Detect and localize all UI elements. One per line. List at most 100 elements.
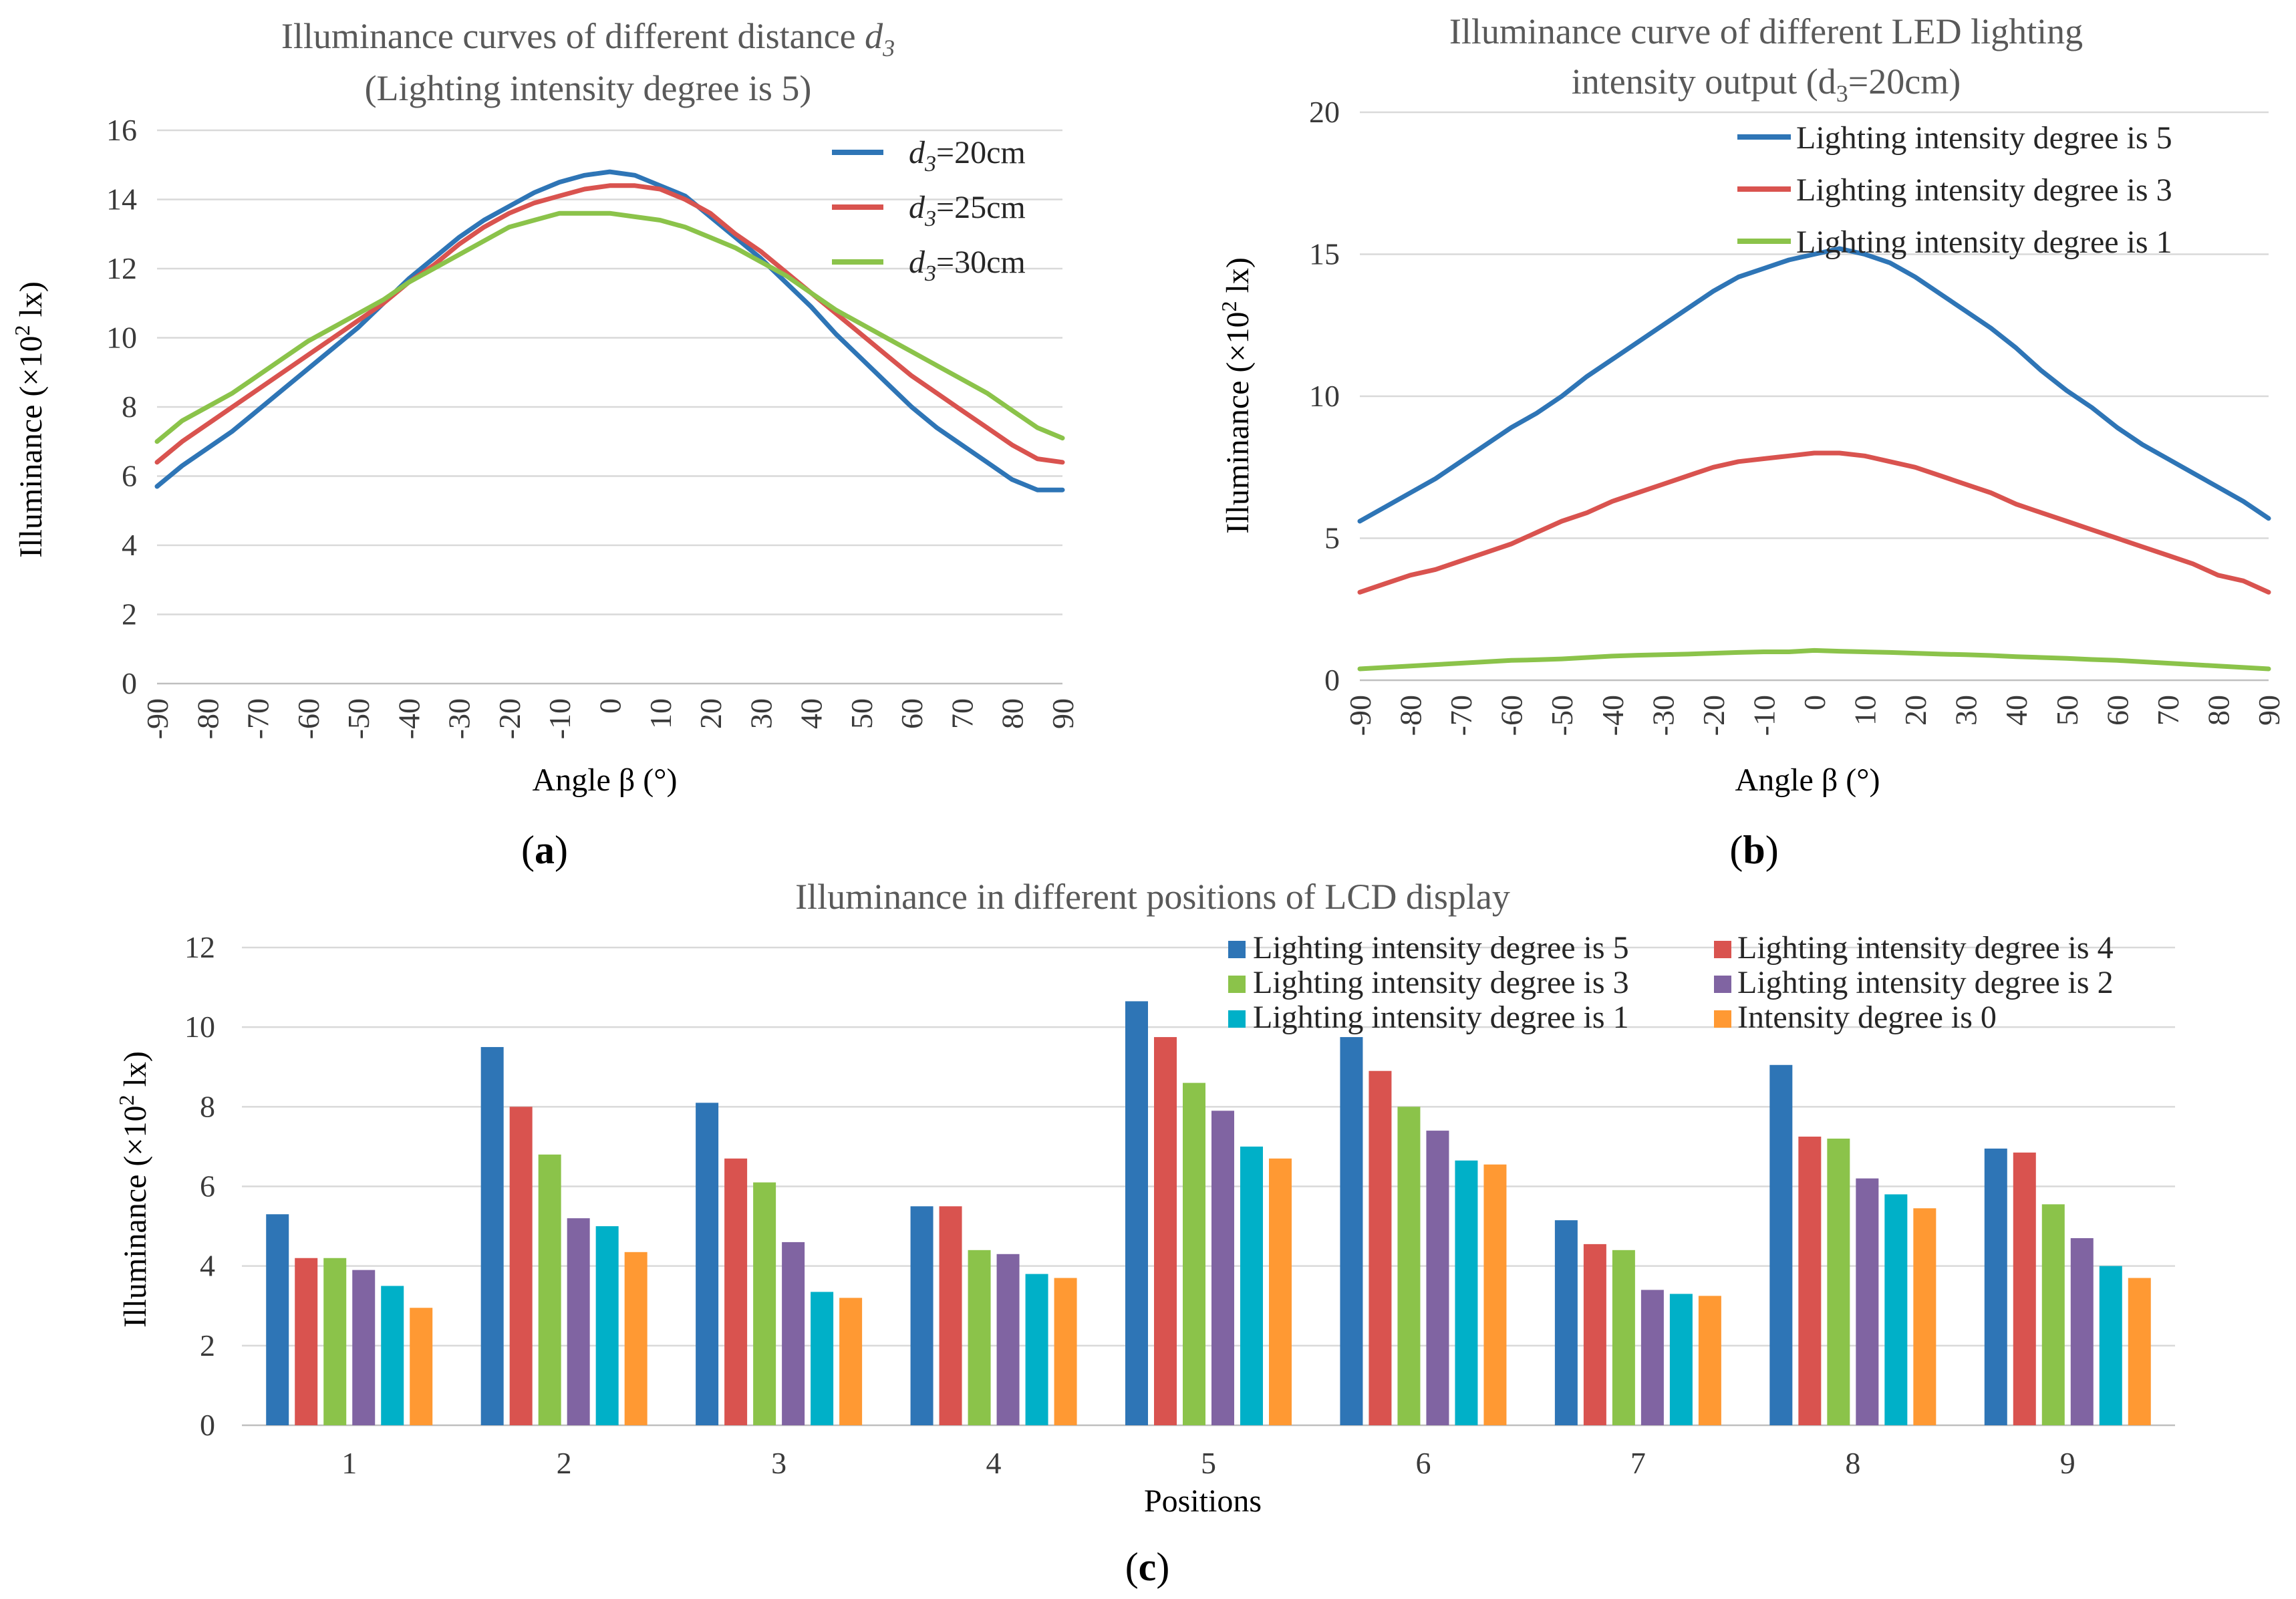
c-x-tick-label: 3 — [771, 1446, 786, 1480]
b-series-line-1 — [1357, 450, 2271, 595]
panel-c-y-ticks: 0 2 4 6 8 10 12 — [184, 930, 215, 1442]
panel-a-legend: d3=20cm d3=25cm d3=30cm — [832, 135, 1026, 286]
panel-c-legend-degree-2: Lighting intensity degree is 2 — [1737, 965, 2114, 1000]
b-x-tick-label: -30 — [1646, 695, 1680, 736]
c-bar — [480, 1046, 504, 1425]
panel-a-title-line1: Illuminance curves of different distance… — [281, 16, 895, 61]
b-y-tick-label: 10 — [1309, 379, 1340, 413]
panel-c-legend-swatch-degree-5 — [1228, 941, 1246, 958]
c-bar — [996, 1254, 1020, 1425]
b-x-tick-label: -70 — [1444, 695, 1478, 736]
a-x-tick-label: 10 — [643, 698, 678, 729]
panel-c-x-axis-label: Positions — [1144, 1483, 1262, 1519]
c-bar — [266, 1214, 289, 1425]
c-bar — [295, 1258, 318, 1425]
panel-b-legend-degree-3: Lighting intensity degree is 3 — [1796, 172, 2172, 208]
panel-c-legend-degree-0: Intensity degree is 0 — [1737, 1000, 1997, 1035]
b-series-line-2 — [1357, 647, 2271, 672]
a-x-tick-label: -50 — [341, 698, 376, 739]
panel-c-gridlines — [242, 946, 2175, 1427]
a-x-tick-label: -40 — [392, 698, 426, 739]
c-bar — [381, 1286, 404, 1425]
panel-b-line-chart: Illuminance curve of different LED light… — [1217, 11, 2286, 872]
c-x-tick-label: 9 — [2060, 1446, 2075, 1480]
c-y-tick-label: 6 — [200, 1169, 215, 1203]
panel-c-label: (c) — [1125, 1545, 1170, 1589]
c-bar — [2128, 1278, 2151, 1425]
c-bar — [1426, 1131, 1449, 1425]
panel-a-legend-d3-25cm: d3=25cm — [909, 190, 1026, 231]
b-x-tick-label: -10 — [1747, 695, 1781, 736]
panel-a-legend-d3-20cm: d3=20cm — [909, 135, 1026, 176]
panel-b-y-ticks: 0 5 10 15 20 — [1309, 95, 1340, 697]
a-x-tick-label: 60 — [895, 698, 929, 729]
panel-a-line-chart: Illuminance curves of different distance… — [10, 16, 1080, 872]
c-bar — [696, 1103, 719, 1425]
c-bar — [567, 1218, 590, 1425]
a-y-tick-label: 12 — [106, 251, 137, 285]
c-bar — [1455, 1160, 1478, 1425]
c-bar — [1612, 1250, 1635, 1425]
a-y-tick-label: 2 — [122, 597, 137, 631]
c-x-tick-label: 6 — [1415, 1446, 1431, 1480]
c-x-tick-label: 4 — [986, 1446, 1002, 1480]
a-y-tick-label: 0 — [122, 666, 137, 700]
panel-a-x-axis-label: Angle β (°) — [533, 762, 678, 798]
a-x-tick-label: 20 — [694, 698, 728, 729]
c-bar — [753, 1182, 776, 1425]
b-y-tick-label: 0 — [1324, 663, 1340, 697]
a-x-tick-label: -80 — [190, 698, 225, 739]
panel-c-legend-swatch-degree-1 — [1228, 1010, 1246, 1028]
c-bar — [538, 1154, 561, 1425]
b-x-tick-label: 70 — [2151, 695, 2185, 726]
b-x-tick-label: -90 — [1343, 695, 1377, 736]
panel-c-legend-swatch-degree-4 — [1714, 941, 1731, 958]
panel-a-label: (a) — [521, 828, 568, 872]
a-x-tick-label: -10 — [543, 698, 577, 739]
b-y-tick-label: 15 — [1309, 237, 1340, 271]
a-y-tick-label: 14 — [106, 182, 137, 216]
panel-b-legend-degree-1: Lighting intensity degree is 1 — [1796, 225, 2172, 260]
b-x-tick-label: -40 — [1596, 695, 1630, 736]
c-y-tick-label: 10 — [184, 1010, 215, 1044]
b-y-tick-label: 5 — [1324, 521, 1340, 555]
c-bar — [595, 1226, 619, 1425]
c-bar — [1583, 1244, 1606, 1425]
c-bar — [410, 1308, 433, 1425]
c-bar — [1340, 1037, 1363, 1425]
b-x-tick-label: -60 — [1495, 695, 1529, 736]
panel-a-y-axis-label: Illuminance (×102 lx) — [10, 281, 49, 558]
b-y-tick-label: 20 — [1309, 95, 1340, 129]
c-x-tick-label: 1 — [341, 1446, 357, 1480]
c-y-tick-label: 12 — [184, 930, 215, 964]
c-bar — [1154, 1037, 1177, 1425]
c-bar — [1054, 1278, 1077, 1425]
panel-b-x-ticks: -90 -80 -70 -60 -50 -40 -30 -20 -10 0 10 20 30 40 50 60… — [1343, 695, 2286, 736]
c-bar — [968, 1250, 991, 1425]
panel-b-series-lines — [1357, 246, 2271, 672]
panel-c-y-axis-label: Illuminance (×102 lx) — [114, 1051, 153, 1328]
panel-a-legend-d3-30cm: d3=30cm — [909, 245, 1026, 286]
c-bar — [1269, 1158, 1292, 1425]
c-bar — [624, 1252, 648, 1425]
a-y-tick-label: 8 — [122, 390, 137, 424]
c-x-tick-label: 5 — [1201, 1446, 1216, 1480]
panel-c-legend-degree-5: Lighting intensity degree is 5 — [1253, 930, 1629, 966]
a-y-tick-label: 10 — [106, 321, 137, 355]
c-bar — [1827, 1139, 1850, 1425]
a-x-tick-label: 50 — [845, 698, 879, 729]
a-y-tick-label: 6 — [122, 459, 137, 493]
a-x-tick-label: -70 — [241, 698, 275, 739]
panel-c-legend: Lighting intensity degree is 5 Lighting … — [1228, 930, 2114, 1035]
c-bar — [1025, 1274, 1048, 1425]
a-x-tick-label: -20 — [492, 698, 527, 739]
b-x-tick-label: 10 — [1848, 695, 1882, 726]
panel-a-title-line2: (Lighting intensity degree is 5) — [365, 68, 812, 108]
c-bar — [1125, 1001, 1148, 1425]
c-x-tick-label: 8 — [1845, 1446, 1860, 1480]
b-x-tick-label: 0 — [1798, 695, 1832, 710]
c-bar — [1554, 1220, 1578, 1425]
c-y-tick-label: 0 — [200, 1408, 215, 1442]
a-x-tick-label: -90 — [140, 698, 174, 739]
